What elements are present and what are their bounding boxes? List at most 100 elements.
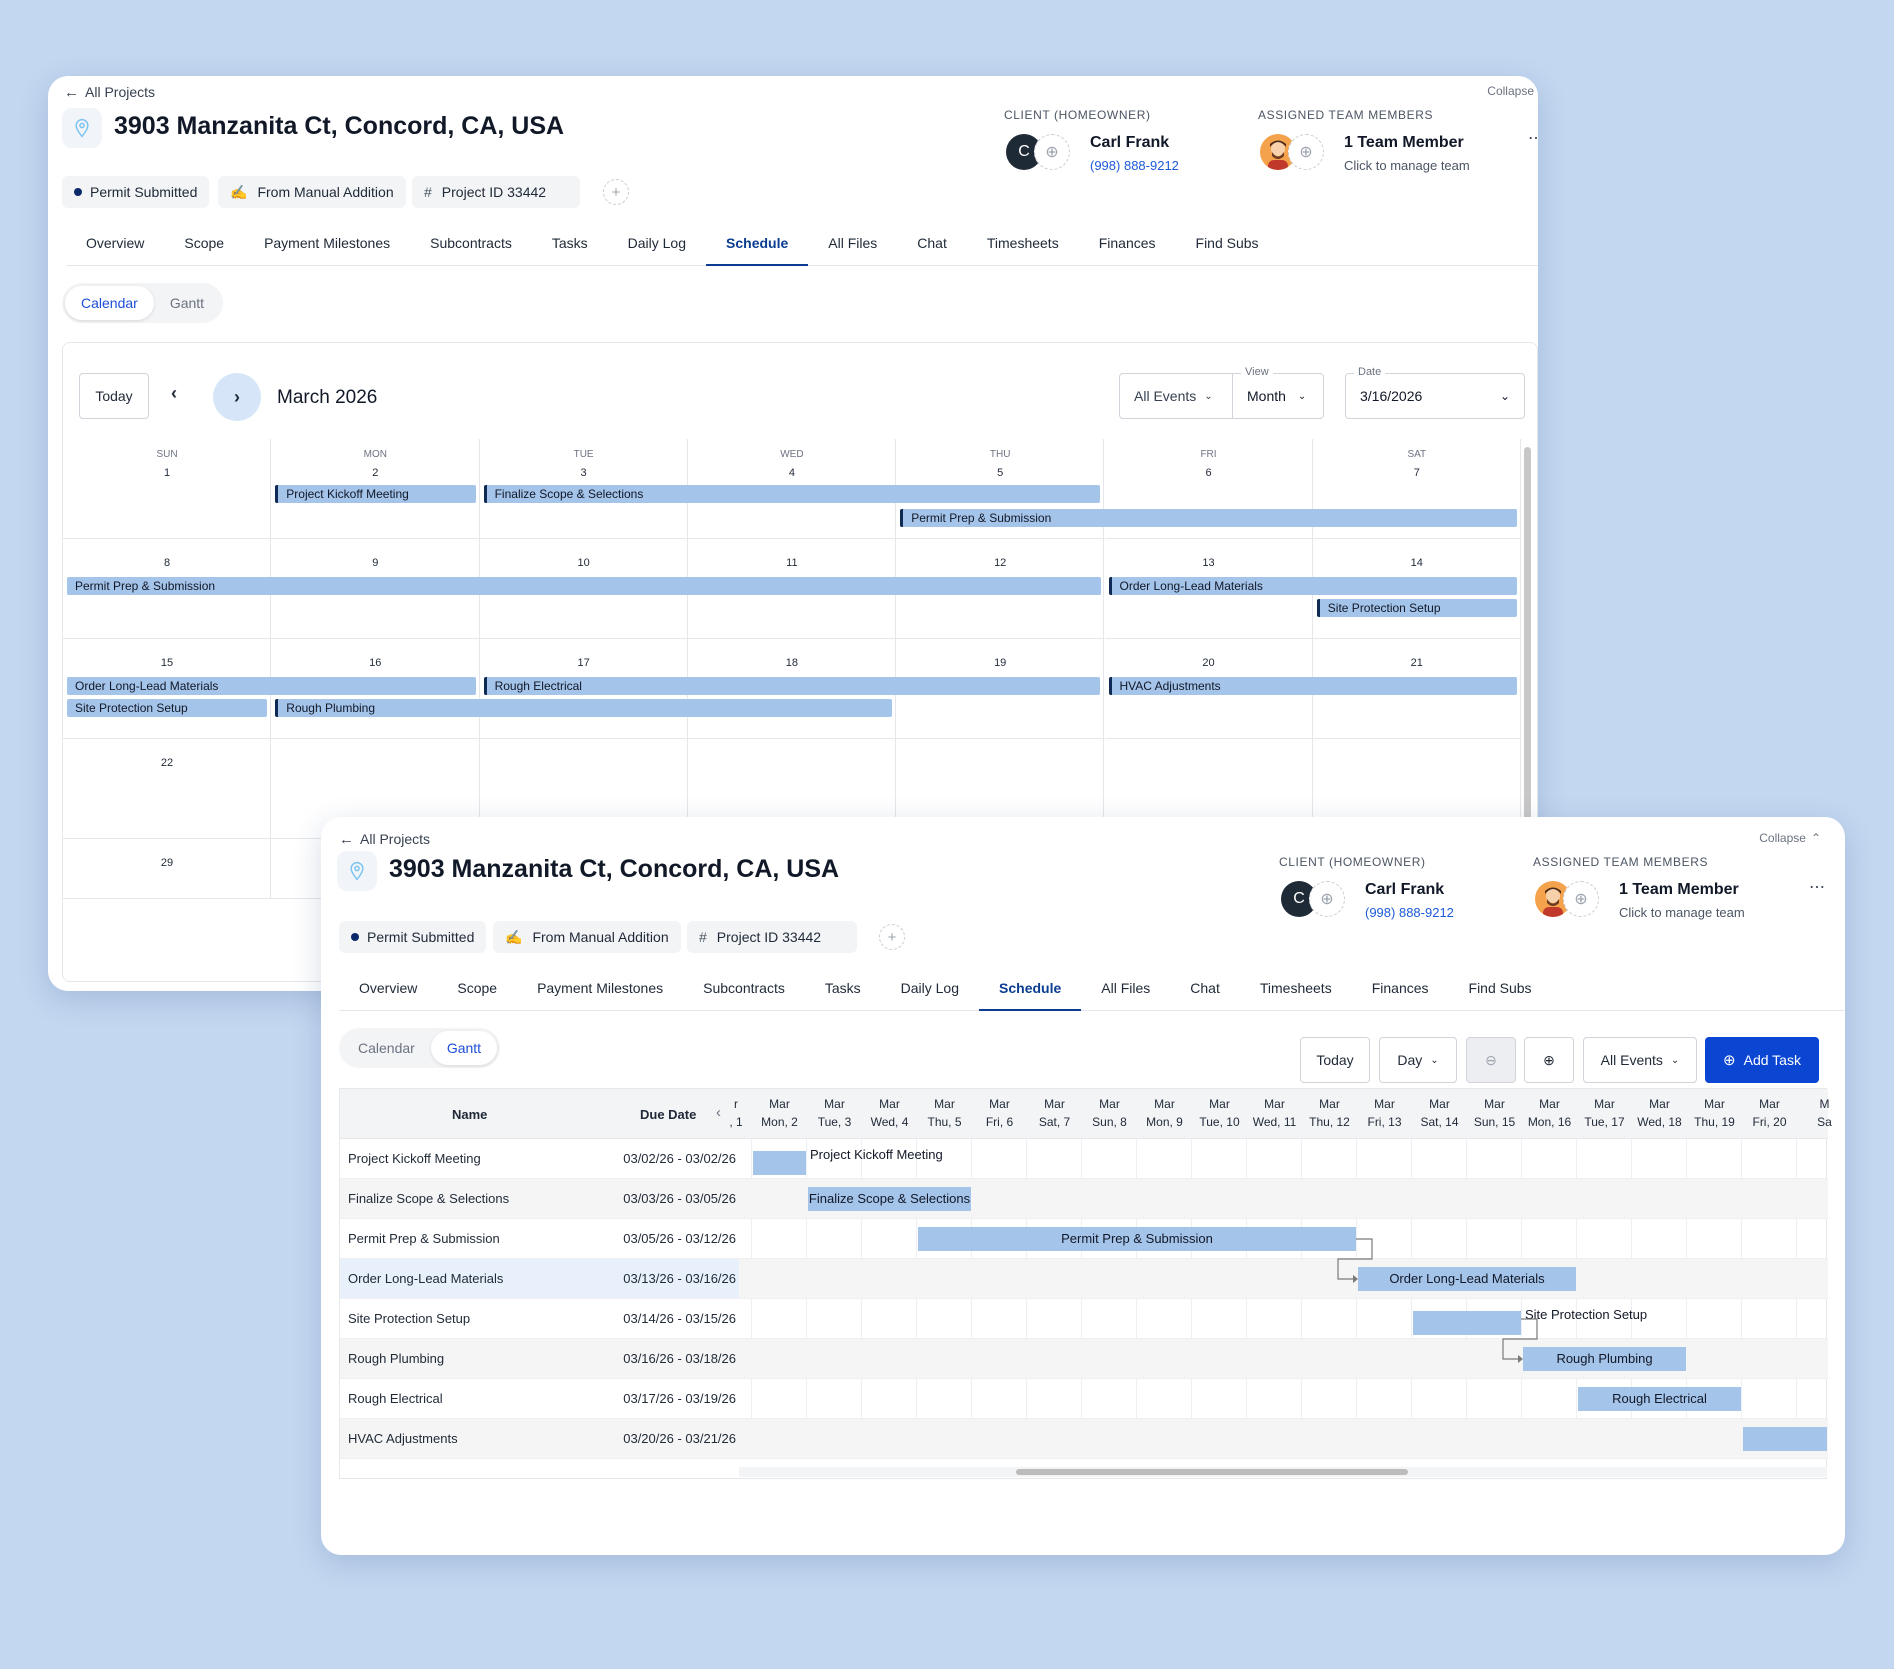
gantt-bar[interactable]: Rough Electrical — [1578, 1387, 1741, 1411]
next-month-icon[interactable]: › — [213, 373, 261, 421]
gantt-bar[interactable]: Permit Prep & Submission — [918, 1227, 1356, 1251]
day-cell[interactable] — [1312, 539, 1522, 639]
add-tag-button[interactable]: + — [603, 179, 629, 205]
tab-finances[interactable]: Finances — [1371, 979, 1429, 996]
tab-find-subs[interactable]: Find Subs — [1195, 234, 1259, 251]
gantt-row[interactable]: Rough Electrical 03/17/26 - 03/19/26 — [340, 1379, 1828, 1419]
calendar-event[interactable]: Rough Plumbing — [275, 699, 893, 717]
tab-tasks[interactable]: Tasks — [551, 234, 588, 251]
gantt-bar[interactable] — [1413, 1311, 1521, 1335]
day-cell[interactable] — [271, 639, 480, 739]
team-hint[interactable]: Click to manage team — [1344, 158, 1470, 173]
gantt-row[interactable]: Permit Prep & Submission 03/05/26 - 03/12… — [340, 1219, 1828, 1259]
gantt-row[interactable]: Order Long-Lead Materials 03/13/26 - 03/1… — [340, 1259, 1828, 1299]
tab-tasks[interactable]: Tasks — [824, 979, 861, 996]
calendar-toggle[interactable]: Calendar — [65, 286, 154, 320]
source-badge[interactable]: ✍ From Manual Addition — [218, 176, 406, 208]
tab-all-files[interactable]: All Files — [1101, 979, 1151, 996]
collapse-button[interactable]: Collapse — [1487, 84, 1534, 98]
tab-subcontracts[interactable]: Subcontracts — [430, 234, 512, 251]
day-cell[interactable] — [896, 639, 1105, 739]
gantt-row[interactable]: Site Protection Setup 03/14/26 - 03/15/26 — [340, 1299, 1828, 1339]
day-cell[interactable] — [1104, 439, 1313, 539]
tab-scope[interactable]: Scope — [457, 979, 498, 996]
horizontal-scrollbar[interactable] — [1016, 1469, 1408, 1475]
calendar-event[interactable]: Order Long-Lead Materials — [67, 677, 476, 695]
vertical-scrollbar[interactable] — [1524, 447, 1531, 837]
scale-select[interactable]: Day ⌄ — [1379, 1037, 1457, 1083]
column-header-name[interactable]: Name — [452, 1107, 488, 1122]
tab-payment-milestones[interactable]: Payment Milestones — [264, 234, 391, 251]
calendar-event[interactable]: Site Protection Setup — [1316, 599, 1518, 617]
project-id-badge[interactable]: # Project ID 33442 — [687, 921, 857, 953]
collapse-button[interactable]: Collapse ⌃ — [1759, 831, 1821, 845]
gantt-bar[interactable]: Finalize Scope & Selections — [808, 1187, 971, 1211]
day-cell[interactable] — [63, 839, 272, 899]
gantt-bar[interactable] — [1743, 1427, 1827, 1451]
tab-timesheets[interactable]: Timesheets — [1259, 979, 1332, 996]
tab-daily-log[interactable]: Daily Log — [900, 979, 960, 996]
tab-timesheets[interactable]: Timesheets — [986, 234, 1059, 251]
tab-schedule[interactable]: Schedule — [979, 965, 1082, 1011]
day-cell[interactable] — [63, 439, 272, 539]
add-task-button[interactable]: ⊕ Add Task — [1705, 1037, 1819, 1083]
date-picker[interactable]: Date 3/16/2026 ⌄ — [1345, 366, 1525, 419]
day-cell[interactable] — [271, 439, 480, 539]
calendar-event[interactable]: Project Kickoff Meeting — [275, 485, 476, 503]
tab-find-subs[interactable]: Find Subs — [1468, 979, 1532, 996]
day-cell[interactable] — [1312, 639, 1522, 739]
day-cell[interactable] — [63, 739, 272, 839]
back-link[interactable]: ← All Projects — [339, 831, 431, 848]
tab-payment-milestones[interactable]: Payment Milestones — [537, 979, 664, 996]
calendar-event[interactable]: Site Protection Setup — [67, 699, 268, 717]
source-badge[interactable]: ✍ From Manual Addition — [493, 921, 681, 953]
add-team-member-icon[interactable]: ⊕ — [1563, 881, 1599, 917]
collapse-grid-icon[interactable]: ‹ — [716, 1104, 721, 1121]
tab-chat[interactable]: Chat — [1190, 979, 1220, 996]
events-filter[interactable]: All Events ⌄ — [1583, 1037, 1697, 1083]
tab-overview[interactable]: Overview — [359, 979, 418, 996]
add-client-icon[interactable]: ⊕ — [1034, 134, 1070, 170]
tab-schedule[interactable]: Schedule — [706, 220, 809, 266]
today-button[interactable]: Today — [79, 373, 149, 419]
prev-month-icon[interactable]: ‹ — [171, 383, 177, 403]
calendar-event[interactable]: Rough Electrical — [483, 677, 1101, 695]
day-cell[interactable] — [896, 539, 1105, 639]
team-hint[interactable]: Click to manage team — [1619, 905, 1745, 920]
add-tag-button[interactable]: + — [879, 924, 905, 950]
gantt-row[interactable]: Finalize Scope & Selections 03/03/26 - 03… — [340, 1179, 1828, 1219]
calendar-event[interactable]: Permit Prep & Submission — [67, 577, 1101, 595]
client-phone[interactable]: (998) 888-9212 — [1090, 158, 1179, 173]
gantt-bar[interactable] — [753, 1151, 806, 1175]
tab-daily-log[interactable]: Daily Log — [627, 234, 687, 251]
tab-overview[interactable]: Overview — [86, 234, 145, 251]
day-cell[interactable] — [896, 439, 1105, 539]
zoom-in-icon[interactable]: ⊕ — [1524, 1037, 1574, 1083]
add-team-member-icon[interactable]: ⊕ — [1288, 134, 1324, 170]
view-select[interactable]: View Month ⌄ — [1232, 366, 1324, 419]
calendar-event[interactable]: Order Long-Lead Materials — [1108, 577, 1518, 595]
project-id-badge[interactable]: # Project ID 33442 — [412, 176, 580, 208]
more-options-icon[interactable]: ⋯ — [1528, 130, 1538, 147]
gantt-toggle[interactable]: Gantt — [430, 1031, 498, 1065]
status-badge[interactable]: Permit Submitted — [339, 921, 487, 953]
day-cell[interactable] — [1312, 439, 1522, 539]
events-filter[interactable]: All Events ⌄ — [1119, 373, 1233, 419]
client-phone[interactable]: (998) 888-9212 — [1365, 905, 1454, 920]
gantt-row[interactable]: Project Kickoff Meeting 03/02/26 - 03/02/… — [340, 1139, 1828, 1179]
column-header-due-date[interactable]: Due Date — [640, 1107, 697, 1122]
add-client-icon[interactable]: ⊕ — [1309, 881, 1345, 917]
calendar-event[interactable]: HVAC Adjustments — [1108, 677, 1518, 695]
gantt-bar[interactable]: Rough Plumbing — [1523, 1347, 1686, 1371]
tab-subcontracts[interactable]: Subcontracts — [703, 979, 785, 996]
tab-chat[interactable]: Chat — [917, 234, 947, 251]
gantt-bar[interactable]: Order Long-Lead Materials — [1358, 1267, 1576, 1291]
calendar-event[interactable]: Finalize Scope & Selections — [483, 485, 1101, 503]
calendar-toggle[interactable]: Calendar — [358, 1040, 415, 1056]
today-button[interactable]: Today — [1300, 1037, 1370, 1083]
tab-scope[interactable]: Scope — [184, 234, 225, 251]
gantt-toggle[interactable]: Gantt — [169, 295, 205, 311]
tab-finances[interactable]: Finances — [1098, 234, 1156, 251]
gantt-row[interactable]: HVAC Adjustments 03/20/26 - 03/21/26 — [340, 1419, 1828, 1459]
status-badge[interactable]: Permit Submitted — [62, 176, 210, 208]
